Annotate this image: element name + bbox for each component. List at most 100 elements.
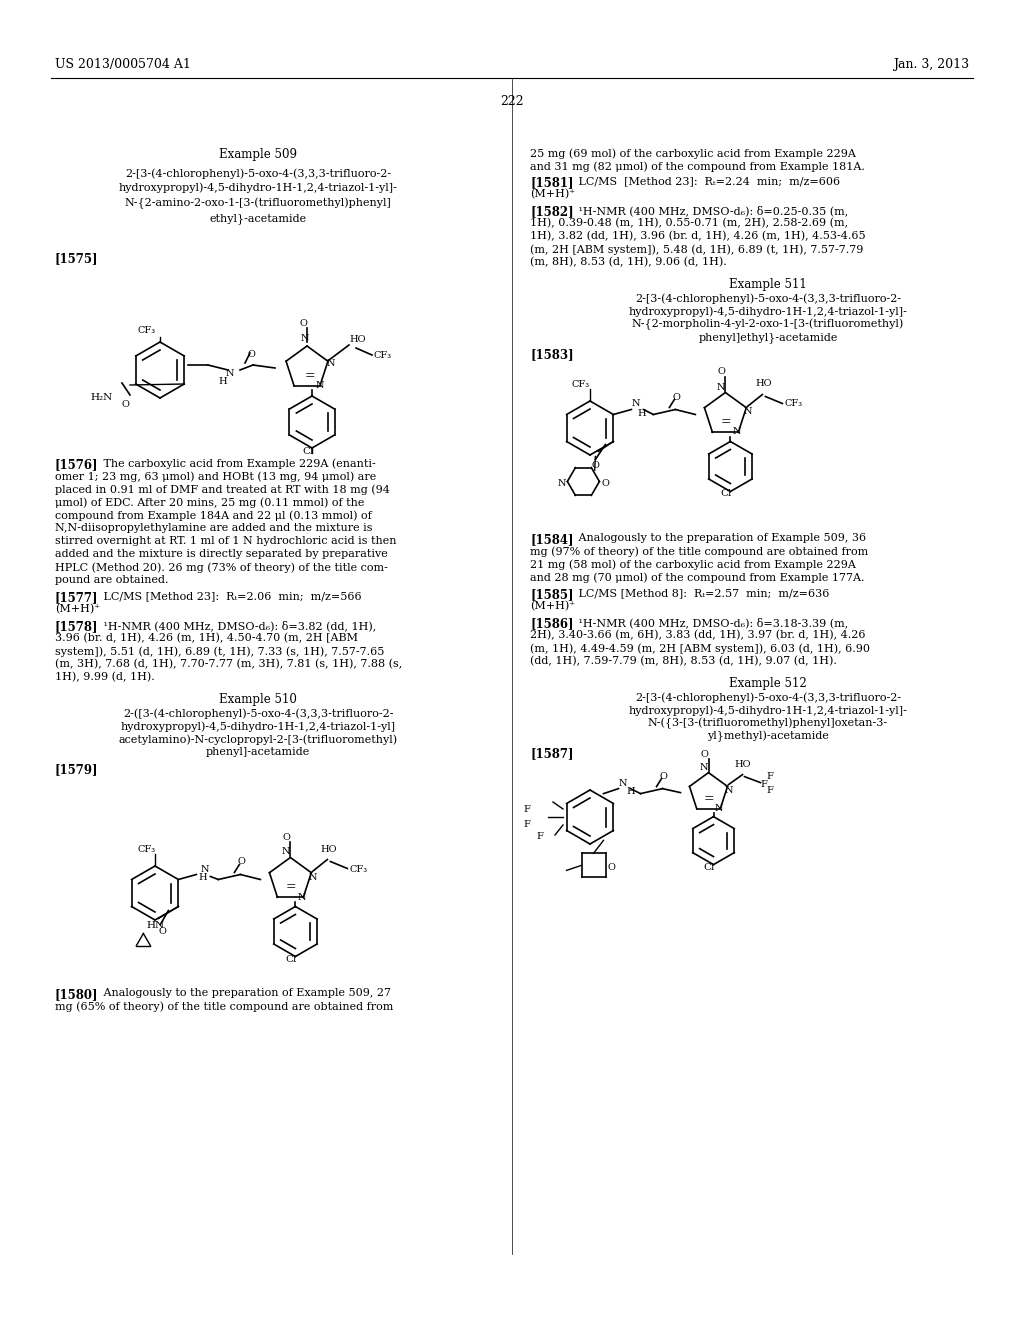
Text: H: H bbox=[627, 787, 635, 796]
Text: HO: HO bbox=[349, 335, 366, 345]
Text: HPLC (Method 20). 26 mg (73% of theory) of the title com-: HPLC (Method 20). 26 mg (73% of theory) … bbox=[55, 562, 388, 573]
Text: LC/MS  [Method 23]:  Rₜ=2.24  min;  m/z=606: LC/MS [Method 23]: Rₜ=2.24 min; m/z=606 bbox=[568, 176, 840, 186]
Text: and 28 mg (70 μmol) of the compound from Example 177A.: and 28 mg (70 μmol) of the compound from… bbox=[530, 572, 864, 582]
Text: Cl: Cl bbox=[286, 954, 297, 964]
Text: The carboxylic acid from Example 229A (enanti-: The carboxylic acid from Example 229A (e… bbox=[93, 458, 376, 469]
Text: added and the mixture is directly separated by preparative: added and the mixture is directly separa… bbox=[55, 549, 388, 558]
Text: CF₃: CF₃ bbox=[137, 845, 155, 854]
Text: N: N bbox=[715, 804, 723, 813]
Text: N: N bbox=[716, 383, 725, 392]
Text: compound from Example 184A and 22 μl (0.13 mmol) of: compound from Example 184A and 22 μl (0.… bbox=[55, 510, 372, 520]
Text: (m, 3H), 7.68 (d, 1H), 7.70-7.77 (m, 3H), 7.81 (s, 1H), 7.88 (s,: (m, 3H), 7.68 (d, 1H), 7.70-7.77 (m, 3H)… bbox=[55, 659, 402, 669]
Text: pound are obtained.: pound are obtained. bbox=[55, 576, 169, 585]
Text: phenyl]ethyl}-acetamide: phenyl]ethyl}-acetamide bbox=[698, 333, 838, 343]
Text: 2-[3-(4-chlorophenyl)-5-oxo-4-(3,3,3-trifluoro-2-
hydroxypropyl)-4,5-dihydro-1H-: 2-[3-(4-chlorophenyl)-5-oxo-4-(3,3,3-tri… bbox=[119, 168, 397, 224]
Text: N: N bbox=[743, 408, 752, 417]
Text: [1585]: [1585] bbox=[530, 587, 573, 601]
Text: N: N bbox=[316, 381, 325, 389]
Text: HN: HN bbox=[146, 921, 165, 931]
Text: 1H), 3.82 (dd, 1H), 3.96 (br. d, 1H), 4.26 (m, 1H), 4.53-4.65: 1H), 3.82 (dd, 1H), 3.96 (br. d, 1H), 4.… bbox=[530, 231, 865, 242]
Text: CF₃: CF₃ bbox=[349, 865, 368, 874]
Text: HO: HO bbox=[321, 845, 337, 854]
Text: F: F bbox=[767, 785, 773, 795]
Text: [1581]: [1581] bbox=[530, 176, 573, 189]
Text: F: F bbox=[536, 832, 543, 841]
Text: CF₃: CF₃ bbox=[374, 351, 392, 360]
Text: 1H), 9.99 (d, 1H).: 1H), 9.99 (d, 1H). bbox=[55, 672, 155, 682]
Text: O: O bbox=[673, 392, 680, 401]
Text: O: O bbox=[159, 928, 166, 936]
Text: [1586]: [1586] bbox=[530, 616, 573, 630]
Text: N: N bbox=[201, 866, 209, 874]
Text: N: N bbox=[308, 873, 316, 882]
Text: mg (97% of theory) of the title compound are obtained from: mg (97% of theory) of the title compound… bbox=[530, 546, 868, 557]
Text: omer 1; 23 mg, 63 μmol) and HOBt (13 mg, 94 μmol) are: omer 1; 23 mg, 63 μmol) and HOBt (13 mg,… bbox=[55, 471, 376, 482]
Text: LC/MS [Method 23]:  Rₜ=2.06  min;  m/z=566: LC/MS [Method 23]: Rₜ=2.06 min; m/z=566 bbox=[93, 591, 361, 601]
Text: =: = bbox=[703, 792, 714, 805]
Text: N: N bbox=[699, 763, 708, 772]
Text: =: = bbox=[720, 416, 731, 429]
Text: H₂N: H₂N bbox=[90, 393, 113, 403]
Text: CF₃: CF₃ bbox=[572, 380, 590, 389]
Text: O: O bbox=[248, 350, 256, 359]
Text: N: N bbox=[327, 359, 336, 368]
Text: Cl: Cl bbox=[703, 862, 715, 871]
Text: mg (65% of theory) of the title compound are obtained from: mg (65% of theory) of the title compound… bbox=[55, 1001, 393, 1011]
Text: hydroxypropyl)-4,5-dihydro-1H-1,2,4-triazol-1-yl]: hydroxypropyl)-4,5-dihydro-1H-1,2,4-tria… bbox=[121, 721, 395, 731]
Text: 222: 222 bbox=[500, 95, 524, 108]
Text: Cl: Cl bbox=[302, 447, 313, 455]
Text: N: N bbox=[301, 334, 309, 343]
Text: O: O bbox=[601, 479, 609, 488]
Text: ¹H-NMR (400 MHz, DMSO-d₆): δ=0.25-0.35 (m,: ¹H-NMR (400 MHz, DMSO-d₆): δ=0.25-0.35 (… bbox=[568, 205, 848, 215]
Text: Jan. 3, 2013: Jan. 3, 2013 bbox=[893, 58, 969, 71]
Text: acetylamino)-N-cyclopropyl-2-[3-(trifluoromethyl): acetylamino)-N-cyclopropyl-2-[3-(trifluo… bbox=[119, 734, 397, 744]
Text: N-{2-morpholin-4-yl-2-oxo-1-[3-(trifluoromethyl): N-{2-morpholin-4-yl-2-oxo-1-[3-(trifluor… bbox=[632, 319, 904, 330]
Text: 1H), 0.39-0.48 (m, 1H), 0.55-0.71 (m, 2H), 2.58-2.69 (m,: 1H), 0.39-0.48 (m, 1H), 0.55-0.71 (m, 2H… bbox=[530, 218, 848, 228]
Text: CF₃: CF₃ bbox=[784, 400, 803, 408]
Text: phenyl]-acetamide: phenyl]-acetamide bbox=[206, 747, 310, 756]
Text: μmol) of EDC. After 20 mins, 25 mg (0.11 mmol) of the: μmol) of EDC. After 20 mins, 25 mg (0.11… bbox=[55, 498, 365, 508]
Text: [1584]: [1584] bbox=[530, 533, 573, 546]
Text: (m, 2H [ABM system]), 5.48 (d, 1H), 6.89 (t, 1H), 7.57-7.79: (m, 2H [ABM system]), 5.48 (d, 1H), 6.89… bbox=[530, 244, 863, 255]
Text: system]), 5.51 (d, 1H), 6.89 (t, 1H), 7.33 (s, 1H), 7.57-7.65: system]), 5.51 (d, 1H), 6.89 (t, 1H), 7.… bbox=[55, 645, 384, 656]
Text: N: N bbox=[297, 892, 306, 902]
Text: O: O bbox=[592, 461, 599, 470]
Text: [1587]: [1587] bbox=[530, 747, 573, 760]
Text: Analogously to the preparation of Example 509, 36: Analogously to the preparation of Exampl… bbox=[568, 533, 866, 543]
Text: 21 mg (58 mol) of the carboxylic acid from Example 229A: 21 mg (58 mol) of the carboxylic acid fr… bbox=[530, 558, 856, 569]
Text: N: N bbox=[632, 400, 640, 408]
Text: [1577]: [1577] bbox=[55, 591, 98, 605]
Text: Example 511: Example 511 bbox=[729, 279, 807, 290]
Text: placed in 0.91 ml of DMF and treated at RT with 18 mg (94: placed in 0.91 ml of DMF and treated at … bbox=[55, 484, 390, 495]
Text: N: N bbox=[732, 428, 741, 437]
Text: Example 512: Example 512 bbox=[729, 677, 807, 690]
Text: O: O bbox=[607, 863, 615, 873]
Text: 2-([3-(4-chlorophenyl)-5-oxo-4-(3,3,3-trifluoro-2-: 2-([3-(4-chlorophenyl)-5-oxo-4-(3,3,3-tr… bbox=[123, 708, 393, 718]
Text: LC/MS [Method 8]:  Rₜ=2.57  min;  m/z=636: LC/MS [Method 8]: Rₜ=2.57 min; m/z=636 bbox=[568, 587, 829, 598]
Text: =: = bbox=[305, 370, 315, 381]
Text: ¹H-NMR (400 MHz, DMSO-d₆): δ=3.82 (dd, 1H),: ¹H-NMR (400 MHz, DMSO-d₆): δ=3.82 (dd, 1… bbox=[93, 620, 376, 631]
Text: ¹H-NMR (400 MHz, DMSO-d₆): δ=3.18-3.39 (m,: ¹H-NMR (400 MHz, DMSO-d₆): δ=3.18-3.39 (… bbox=[568, 616, 848, 628]
Text: 2H), 3.40-3.66 (m, 6H), 3.83 (dd, 1H), 3.97 (br. d, 1H), 4.26: 2H), 3.40-3.66 (m, 6H), 3.83 (dd, 1H), 3… bbox=[530, 630, 865, 640]
Text: [1575]: [1575] bbox=[55, 252, 98, 265]
Text: O: O bbox=[238, 858, 246, 866]
Text: F: F bbox=[767, 772, 773, 780]
Text: HO: HO bbox=[756, 380, 772, 388]
Text: O: O bbox=[659, 772, 668, 780]
Text: N-({3-[3-(trifluoromethyl)phenyl]oxetan-3-: N-({3-[3-(trifluoromethyl)phenyl]oxetan-… bbox=[648, 718, 888, 730]
Text: US 2013/0005704 A1: US 2013/0005704 A1 bbox=[55, 58, 190, 71]
Text: N: N bbox=[557, 479, 566, 488]
Text: 3.96 (br. d, 1H), 4.26 (m, 1H), 4.50-4.70 (m, 2H [ABM: 3.96 (br. d, 1H), 4.26 (m, 1H), 4.50-4.7… bbox=[55, 634, 358, 643]
Text: F: F bbox=[523, 805, 529, 814]
Text: (m, 1H), 4.49-4.59 (m, 2H [ABM system]), 6.03 (d, 1H), 6.90: (m, 1H), 4.49-4.59 (m, 2H [ABM system]),… bbox=[530, 643, 870, 653]
Text: hydroxypropyl)-4,5-dihydro-1H-1,2,4-triazol-1-yl]-: hydroxypropyl)-4,5-dihydro-1H-1,2,4-tria… bbox=[629, 306, 907, 317]
Text: O: O bbox=[283, 833, 291, 842]
Text: [1579]: [1579] bbox=[55, 763, 98, 776]
Text: H: H bbox=[219, 378, 227, 385]
Text: [1583]: [1583] bbox=[530, 348, 573, 360]
Text: N: N bbox=[226, 370, 234, 378]
Text: O: O bbox=[122, 400, 130, 409]
Text: 25 mg (69 mol) of the carboxylic acid from Example 229A: 25 mg (69 mol) of the carboxylic acid fr… bbox=[530, 148, 856, 158]
Text: Cl: Cl bbox=[721, 490, 732, 499]
Text: (dd, 1H), 7.59-7.79 (m, 8H), 8.53 (d, 1H), 9.07 (d, 1H).: (dd, 1H), 7.59-7.79 (m, 8H), 8.53 (d, 1H… bbox=[530, 656, 837, 667]
